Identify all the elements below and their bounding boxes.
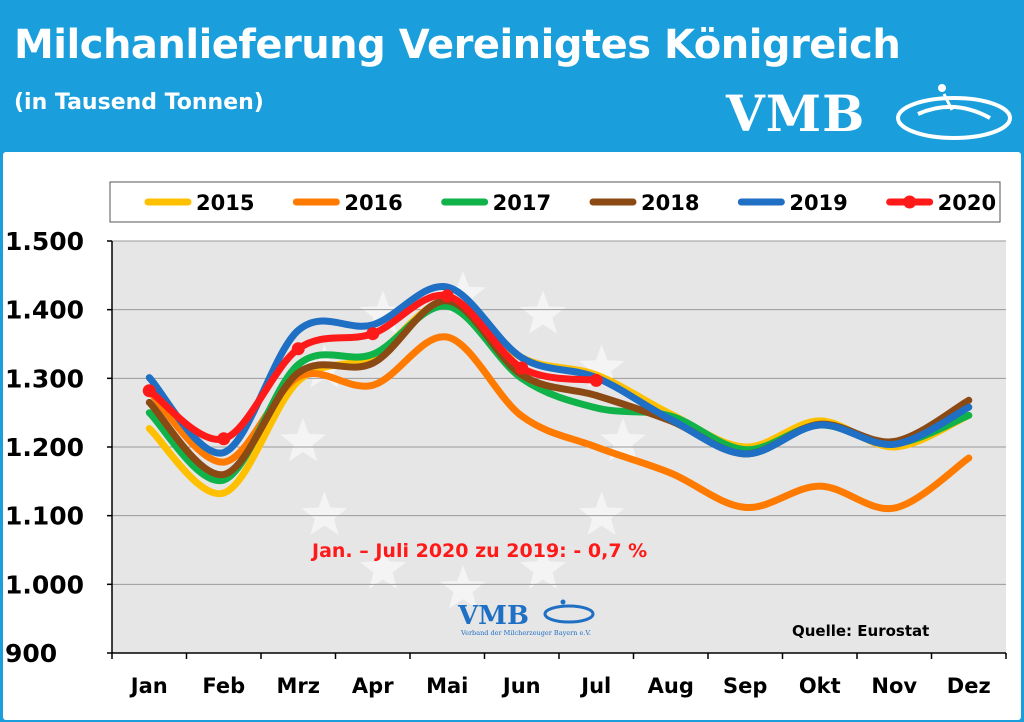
y-tick-label: 1.400 [5,296,84,325]
x-tick-label: Okt [799,674,841,698]
legend-label-2019: 2019 [789,191,847,215]
series-line-2019 [145,283,973,458]
inner-vmb-tagline: Verband der Milcherzeuger Bayern e.V. [460,629,591,637]
source-annotation: Quelle: Eurostat [792,622,929,640]
y-tick-label: 1.300 [5,364,84,393]
milk-delivery-chart: 1.500 1.400 1.300 1.200 1.100 1.000 900 Jan Feb M… [5,181,1007,698]
x-tick-label: Feb [202,674,245,698]
x-tick-label: Aug [648,674,694,698]
eu-star-decoration [578,491,625,535]
vmb-swoosh-icon [896,84,1012,140]
x-tick-label: Jul [579,674,611,698]
page-title: Milchanlieferung Vereinigtes Königreich [14,22,901,68]
inner-vmb-dot-icon [560,599,566,605]
x-tick-label: Apr [352,674,394,698]
x-tick-label: Sep [723,674,767,698]
vmb-logo: VMB [726,84,1012,143]
legend-label-2017: 2017 [493,191,551,215]
series-point-2020 [589,373,603,387]
eu-star-decoration [301,491,348,535]
x-tick-label: Mai [426,674,468,698]
eu-star-decoration [360,545,406,589]
legend-label-2020: 2020 [938,191,996,215]
comparison-annotation: Jan. – Juli 2020 zu 2019: - 0,7 % [310,540,647,562]
series-point-2020 [440,289,454,303]
x-tick-label: Mrz [277,674,320,698]
eu-star-decoration [600,418,646,462]
eu-star-decoration [520,545,566,589]
x-tick-label: Jun [501,674,541,698]
eu-star-decoration [280,418,326,462]
vmb-logo-text: VMB [726,84,866,143]
eu-star-decoration [360,290,406,334]
y-tick-label: 1.000 [5,570,84,599]
legend-label-2015: 2015 [196,191,254,215]
eu-star-decoration [520,290,566,334]
inner-vmb-logo-text: VMB [457,601,529,631]
page-subtitle: (in Tausend Tonnen) [14,90,264,115]
x-tick-label: Dez [947,674,991,698]
eu-star-decoration [578,344,625,388]
legend-label-2018: 2018 [641,191,699,215]
y-tick-label: 1.200 [5,433,84,462]
inner-vmb-swoosh-icon [543,604,595,624]
y-tick-label: 1.500 [5,227,84,256]
chart-panel: 1.500 1.400 1.300 1.200 1.100 1.000 900 Jan Feb M… [3,152,1021,720]
legend-label-2016: 2016 [344,191,402,215]
series-point-2020 [366,327,380,341]
legend-box [109,181,1001,223]
eu-star-decoration [440,565,486,609]
series-point-2020 [291,342,305,356]
y-tick-label: 1.100 [5,502,84,531]
series-point-2020 [142,384,156,398]
y-tick-label: 900 [5,639,57,668]
x-tick-label: Jan [129,674,168,698]
x-tick-label: Nov [871,674,917,698]
legend-marker-2020 [903,195,917,209]
series-point-2020 [515,361,529,375]
series-point-2020 [217,432,231,446]
